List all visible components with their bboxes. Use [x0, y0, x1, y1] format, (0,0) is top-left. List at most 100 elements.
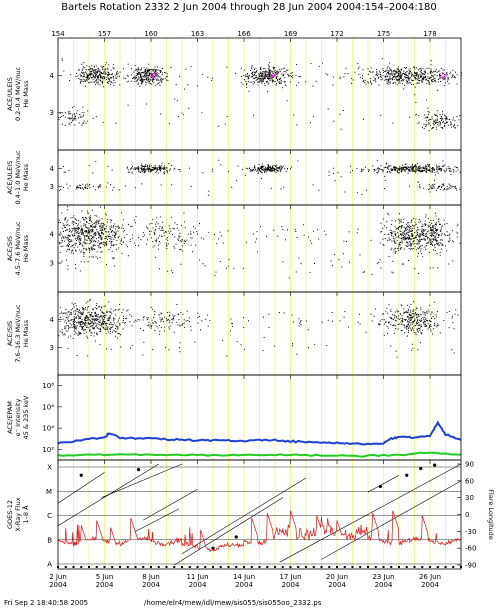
data-point	[113, 320, 115, 322]
data-point	[363, 271, 365, 273]
data-point	[139, 76, 141, 78]
data-point	[80, 321, 82, 323]
data-point	[400, 230, 402, 232]
data-point	[147, 325, 149, 327]
data-point	[419, 319, 421, 321]
data-point	[160, 80, 162, 82]
ytick-label: 10⁴	[42, 425, 54, 433]
data-point	[68, 326, 70, 328]
data-point	[97, 186, 99, 188]
data-point	[445, 119, 447, 121]
bottom-dot	[413, 566, 416, 568]
data-point	[379, 74, 381, 76]
data-point	[159, 70, 161, 72]
data-point	[432, 122, 434, 124]
data-point	[354, 71, 356, 73]
data-point	[150, 69, 152, 71]
data-point	[175, 84, 177, 86]
data-point	[105, 264, 107, 266]
data-point	[161, 74, 163, 76]
data-point	[415, 102, 417, 104]
data-point	[114, 318, 116, 320]
data-point	[401, 240, 403, 242]
data-point	[100, 242, 102, 244]
data-point	[404, 318, 406, 320]
data-point	[264, 168, 266, 170]
data-point	[307, 329, 309, 331]
data-point	[436, 311, 438, 313]
data-point	[260, 170, 262, 172]
data-point	[166, 248, 168, 250]
data-point	[406, 232, 408, 234]
data-point	[74, 313, 76, 315]
data-point	[426, 117, 428, 119]
data-point	[72, 235, 74, 237]
data-point	[401, 237, 403, 239]
data-point	[412, 234, 414, 236]
data-point	[430, 243, 432, 245]
data-point	[362, 271, 364, 273]
data-point	[362, 75, 364, 77]
data-point	[85, 224, 87, 226]
data-point	[423, 73, 425, 75]
data-point	[267, 168, 269, 170]
data-point	[118, 317, 120, 319]
data-point	[382, 71, 384, 73]
data-point	[394, 69, 396, 71]
data-point	[75, 326, 77, 328]
data-point	[92, 320, 94, 322]
data-point	[390, 223, 392, 225]
data-point	[100, 184, 102, 186]
data-point	[251, 67, 253, 69]
data-point	[412, 343, 414, 345]
data-point	[408, 224, 410, 226]
data-point	[454, 186, 456, 188]
data-point	[440, 80, 442, 82]
ytick-label: 3	[50, 109, 54, 117]
data-point	[166, 237, 168, 239]
data-point	[133, 76, 135, 78]
data-point	[384, 180, 386, 182]
data-point	[399, 222, 401, 224]
data-point	[282, 87, 284, 89]
data-point	[155, 226, 157, 228]
data-point	[279, 70, 281, 72]
data-point	[417, 242, 419, 244]
data-point	[427, 124, 429, 126]
data-point	[162, 78, 164, 80]
data-point	[387, 71, 389, 73]
data-point	[156, 75, 158, 77]
data-point	[268, 65, 270, 67]
data-point	[88, 317, 90, 319]
data-point	[420, 233, 422, 235]
data-point	[110, 84, 112, 86]
data-point	[96, 333, 98, 335]
data-point	[156, 217, 158, 219]
data-point	[441, 184, 443, 186]
data-point	[95, 221, 97, 223]
data-point	[108, 233, 110, 235]
data-point	[155, 239, 157, 241]
data-point	[421, 73, 423, 75]
data-point	[140, 239, 142, 241]
data-point	[379, 76, 381, 78]
data-point	[457, 314, 459, 316]
data-point	[405, 67, 407, 69]
data-point	[431, 234, 433, 236]
data-point	[85, 218, 87, 220]
data-point	[151, 81, 153, 83]
data-point	[267, 167, 269, 169]
data-point	[450, 71, 452, 73]
data-point	[81, 78, 83, 80]
data-point	[407, 75, 409, 77]
data-point	[99, 227, 101, 229]
data-point	[275, 164, 277, 166]
data-point	[436, 229, 438, 231]
data-point	[160, 326, 162, 328]
data-point	[141, 82, 143, 84]
data-point	[430, 68, 432, 70]
data-point	[271, 165, 273, 167]
data-point	[291, 314, 293, 316]
data-point	[396, 227, 398, 229]
data-point	[426, 231, 428, 233]
